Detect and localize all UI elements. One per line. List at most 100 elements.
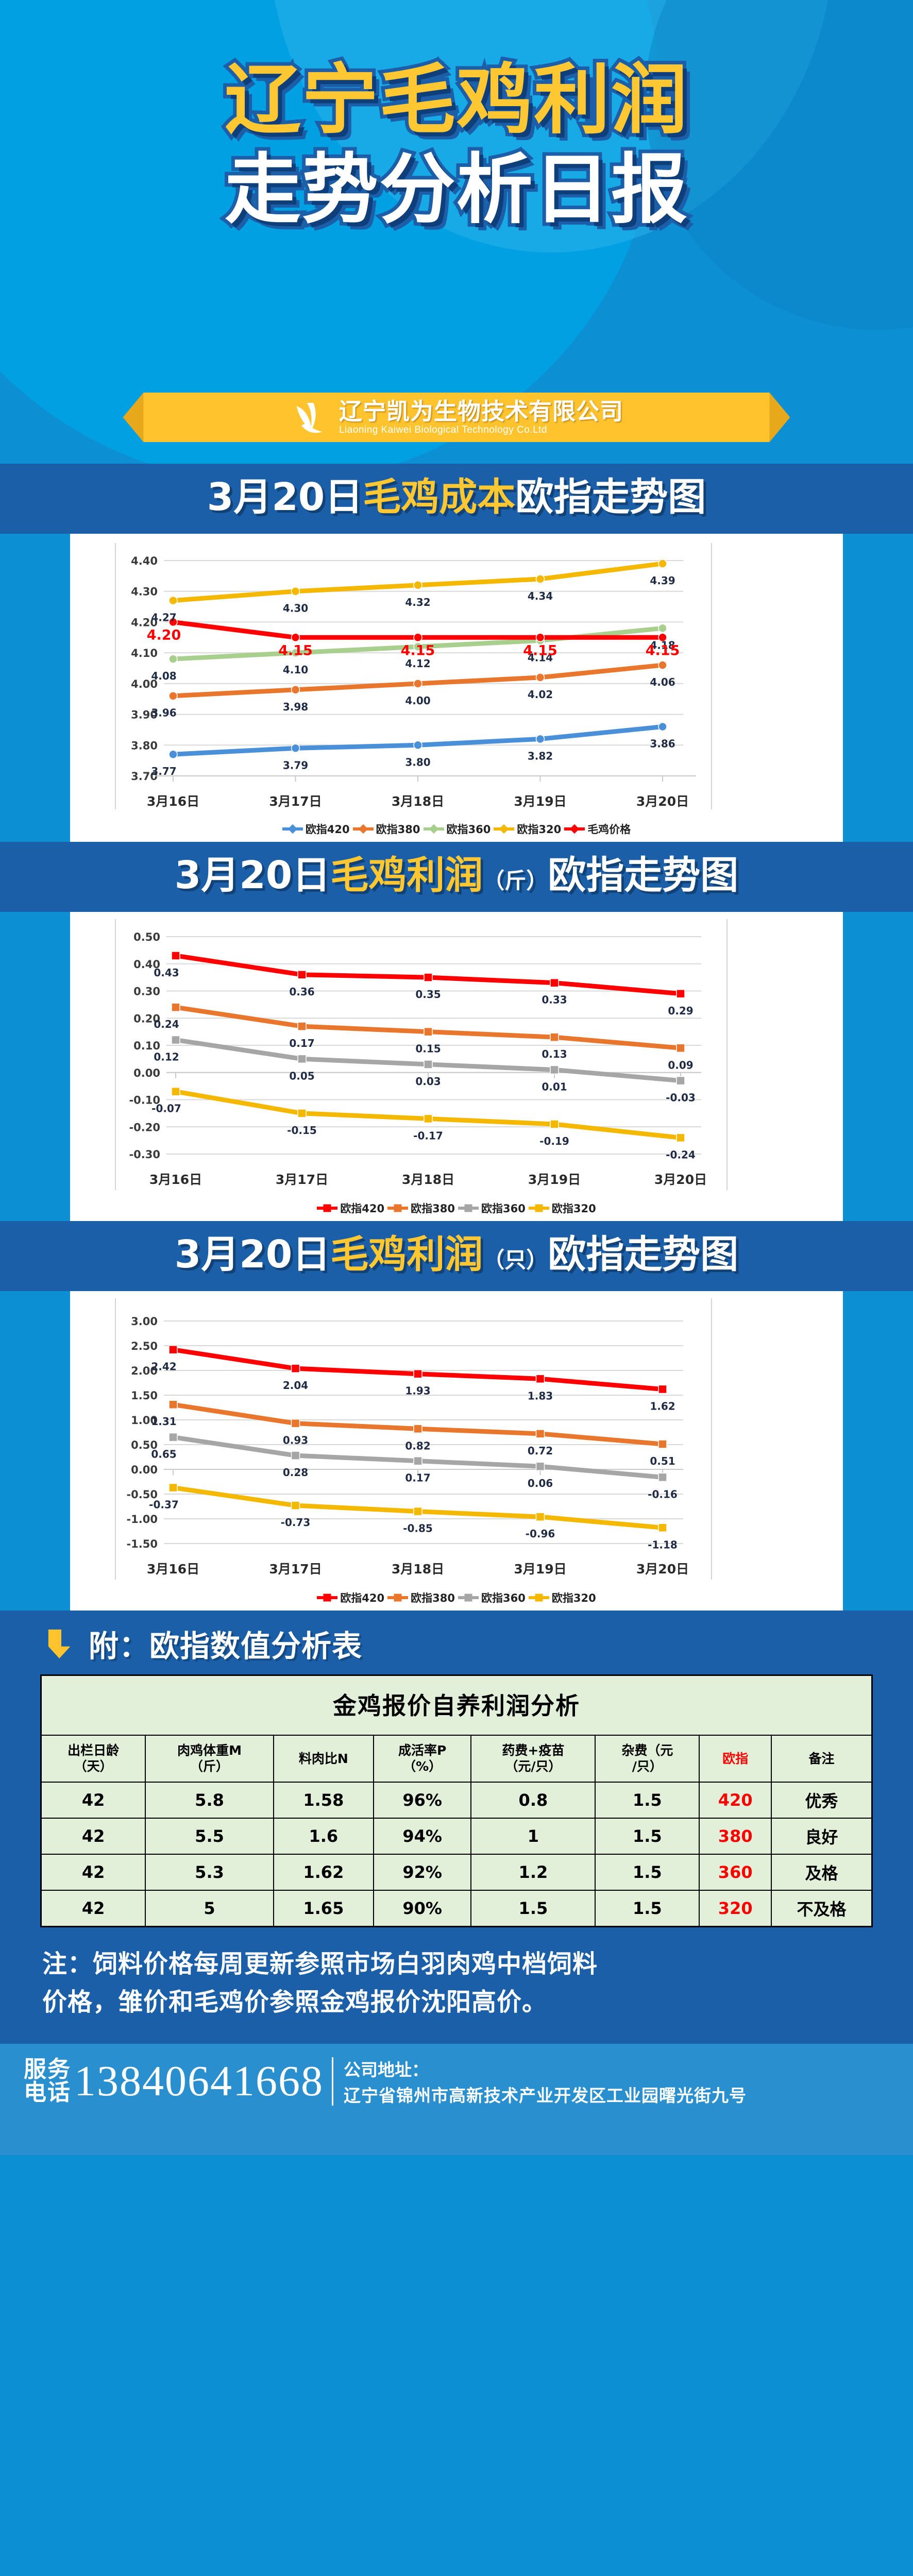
legend-item-欧指420[interactable]: 欧指420 — [317, 1590, 384, 1605]
table-row: 42 5.3 1.62 92% 1.2 1.5 360 及格 — [40, 1853, 873, 1891]
svg-text:-0.50: -0.50 — [126, 1488, 158, 1501]
banner2-date: 3月20日 — [174, 853, 331, 897]
legend-label: 欧指380 — [411, 1592, 455, 1604]
company-name-en: Liaoning Kaiwei Biological Technology Co… — [339, 425, 547, 436]
company-name-cn: 辽宁凯为生物技术有限公司 — [339, 397, 623, 425]
legend-marker-icon — [387, 1594, 409, 1602]
table-cell-r0-c1: 5.8 — [145, 1781, 274, 1819]
legend-label: 欧指360 — [446, 823, 491, 836]
svg-text:3.70: 3.70 — [131, 770, 158, 783]
legend-item-毛鸡价格[interactable]: 毛鸡价格 — [564, 821, 631, 837]
svg-text:0.93: 0.93 — [283, 1434, 308, 1447]
svg-text:4.15: 4.15 — [646, 642, 680, 658]
legend-item-欧指420[interactable]: 欧指420 — [282, 821, 350, 837]
legend-label: 欧指320 — [551, 1592, 596, 1604]
svg-text:0.40: 0.40 — [133, 958, 160, 971]
svg-text:3月18日: 3月18日 — [402, 1172, 454, 1187]
svg-text:0.29: 0.29 — [668, 1005, 693, 1017]
chart-profit-jin-svg: -0.30-0.20-0.100.000.100.200.300.400.50 … — [70, 912, 843, 1221]
svg-text:3.86: 3.86 — [650, 737, 675, 750]
svg-text:0.00: 0.00 — [133, 1067, 160, 1079]
chart-cost-legend: 欧指420 欧指380 欧指360 欧指320 毛鸡价格 — [70, 821, 843, 837]
svg-text:4.30: 4.30 — [283, 602, 308, 615]
svg-text:0.10: 0.10 — [133, 1040, 160, 1052]
legend-item-欧指380[interactable]: 欧指380 — [387, 1200, 455, 1216]
legend-marker-icon — [317, 1594, 338, 1602]
analysis-table: 金鸡报价自养利润分析 出栏日龄 （天） 肉鸡体重M （斤） 料肉比N 成活率P （%） 药费+… — [40, 1674, 873, 1927]
svg-text:3月20日: 3月20日 — [636, 794, 689, 809]
legend-item-欧指360[interactable]: 欧指360 — [423, 821, 491, 837]
legend-marker-icon — [387, 1204, 409, 1212]
table-cell-r0-c6: 420 — [699, 1781, 772, 1819]
svg-text:3月19日: 3月19日 — [514, 794, 566, 809]
svg-text:3.96: 3.96 — [151, 707, 176, 719]
legend-item-欧指360[interactable]: 欧指360 — [458, 1200, 526, 1216]
table-cell-r1-c1: 5.5 — [145, 1817, 274, 1855]
svg-text:3月19日: 3月19日 — [514, 1562, 566, 1577]
legend-label: 欧指320 — [551, 1202, 596, 1215]
svg-text:4.14: 4.14 — [528, 651, 553, 664]
svg-text:3.79: 3.79 — [283, 759, 308, 771]
svg-text:0.33: 0.33 — [542, 994, 567, 1006]
svg-text:0.65: 0.65 — [151, 1448, 176, 1461]
section-banner-profit-jin: 3月20日毛鸡利润（斤）欧指走势图 — [0, 842, 913, 908]
legend-label: 欧指320 — [517, 823, 562, 836]
table-cell-r1-c3: 94% — [373, 1817, 472, 1855]
svg-text:0.01: 0.01 — [542, 1080, 567, 1093]
table-body: 42 5.8 1.58 96% 0.8 1.5 420 优秀 42 5.5 1.6 94% 1 1.5 38… — [40, 1781, 873, 1927]
legend-item-欧指320[interactable]: 欧指320 — [494, 821, 561, 837]
svg-text:0.06: 0.06 — [528, 1477, 553, 1489]
svg-text:3月16日: 3月16日 — [149, 1172, 202, 1187]
legend-item-欧指420[interactable]: 欧指420 — [317, 1200, 384, 1216]
svg-text:0.72: 0.72 — [528, 1445, 553, 1457]
svg-text:1.83: 1.83 — [528, 1389, 553, 1402]
svg-text:4.00: 4.00 — [405, 694, 430, 707]
svg-text:4.12: 4.12 — [405, 657, 430, 670]
legend-label: 欧指360 — [481, 1592, 526, 1604]
legend-item-欧指360[interactable]: 欧指360 — [458, 1590, 526, 1605]
section-banner-cost: 3月20日毛鸡成本欧指走势图 — [0, 464, 913, 530]
legend-marker-icon — [528, 1204, 549, 1212]
table-cell-r0-c2: 1.58 — [273, 1781, 374, 1819]
svg-text:0.24: 0.24 — [154, 1018, 179, 1030]
service-label-line1: 服务 — [24, 2056, 71, 2083]
svg-text:0.09: 0.09 — [668, 1059, 693, 1071]
address-label: 公司地址： — [344, 2060, 429, 2080]
svg-text:0.82: 0.82 — [405, 1439, 430, 1452]
svg-text:3.80: 3.80 — [405, 756, 430, 768]
svg-text:-0.30: -0.30 — [129, 1148, 160, 1161]
table-row: 42 5.8 1.58 96% 0.8 1.5 420 优秀 — [40, 1781, 873, 1819]
svg-text:0.51: 0.51 — [650, 1455, 675, 1467]
table-header-cell-4: 药费+疫苗 （元/只） — [470, 1735, 596, 1783]
legend-marker-icon — [458, 1204, 479, 1212]
legend-item-欧指380[interactable]: 欧指380 — [387, 1590, 455, 1605]
svg-text:0.50: 0.50 — [131, 1439, 158, 1451]
svg-text:3月19日: 3月19日 — [528, 1172, 581, 1187]
svg-text:4.15: 4.15 — [401, 642, 435, 658]
table-cell-r3-c5: 1.5 — [595, 1889, 700, 1927]
legend-item-欧指380[interactable]: 欧指380 — [352, 821, 420, 837]
service-label-line2: 电话 — [24, 2079, 71, 2106]
table-cell-r3-c0: 42 — [40, 1889, 146, 1927]
svg-text:3月17日: 3月17日 — [276, 1172, 328, 1187]
table-cell-r2-c1: 5.3 — [145, 1853, 274, 1891]
table-cell-r1-c5: 1.5 — [595, 1817, 700, 1855]
table-header-cell-1: 肉鸡体重M （斤） — [145, 1735, 274, 1783]
legend-marker-icon — [317, 1204, 338, 1212]
page-footer: 服务 电话 13840641668 公司地址： 辽宁省锦州市高新技术产业开发区工… — [0, 2044, 913, 2156]
svg-text:0.03: 0.03 — [415, 1075, 441, 1088]
svg-text:2.00: 2.00 — [131, 1365, 158, 1377]
svg-text:-0.03: -0.03 — [666, 1092, 696, 1104]
table-header-cell-5: 杂费（元/只） — [595, 1735, 700, 1783]
legend-item-欧指320[interactable]: 欧指320 — [528, 1590, 596, 1605]
legend-marker-icon — [352, 824, 374, 834]
legend-item-欧指320[interactable]: 欧指320 — [528, 1200, 596, 1216]
svg-text:3.98: 3.98 — [283, 701, 308, 713]
svg-text:-1.18: -1.18 — [648, 1538, 678, 1551]
table-cell-r0-c5: 1.5 — [595, 1781, 700, 1819]
svg-text:3月17日: 3月17日 — [269, 794, 322, 809]
svg-text:-0.16: -0.16 — [648, 1488, 678, 1500]
service-phone-number[interactable]: 13840641668 — [74, 2057, 324, 2106]
legend-label: 欧指380 — [411, 1202, 455, 1215]
chart-profit-jin-card: -0.30 -0.20 -0.10 0.00 0.10 0.20 0.30 0.40 0.50 … — [70, 912, 843, 1221]
